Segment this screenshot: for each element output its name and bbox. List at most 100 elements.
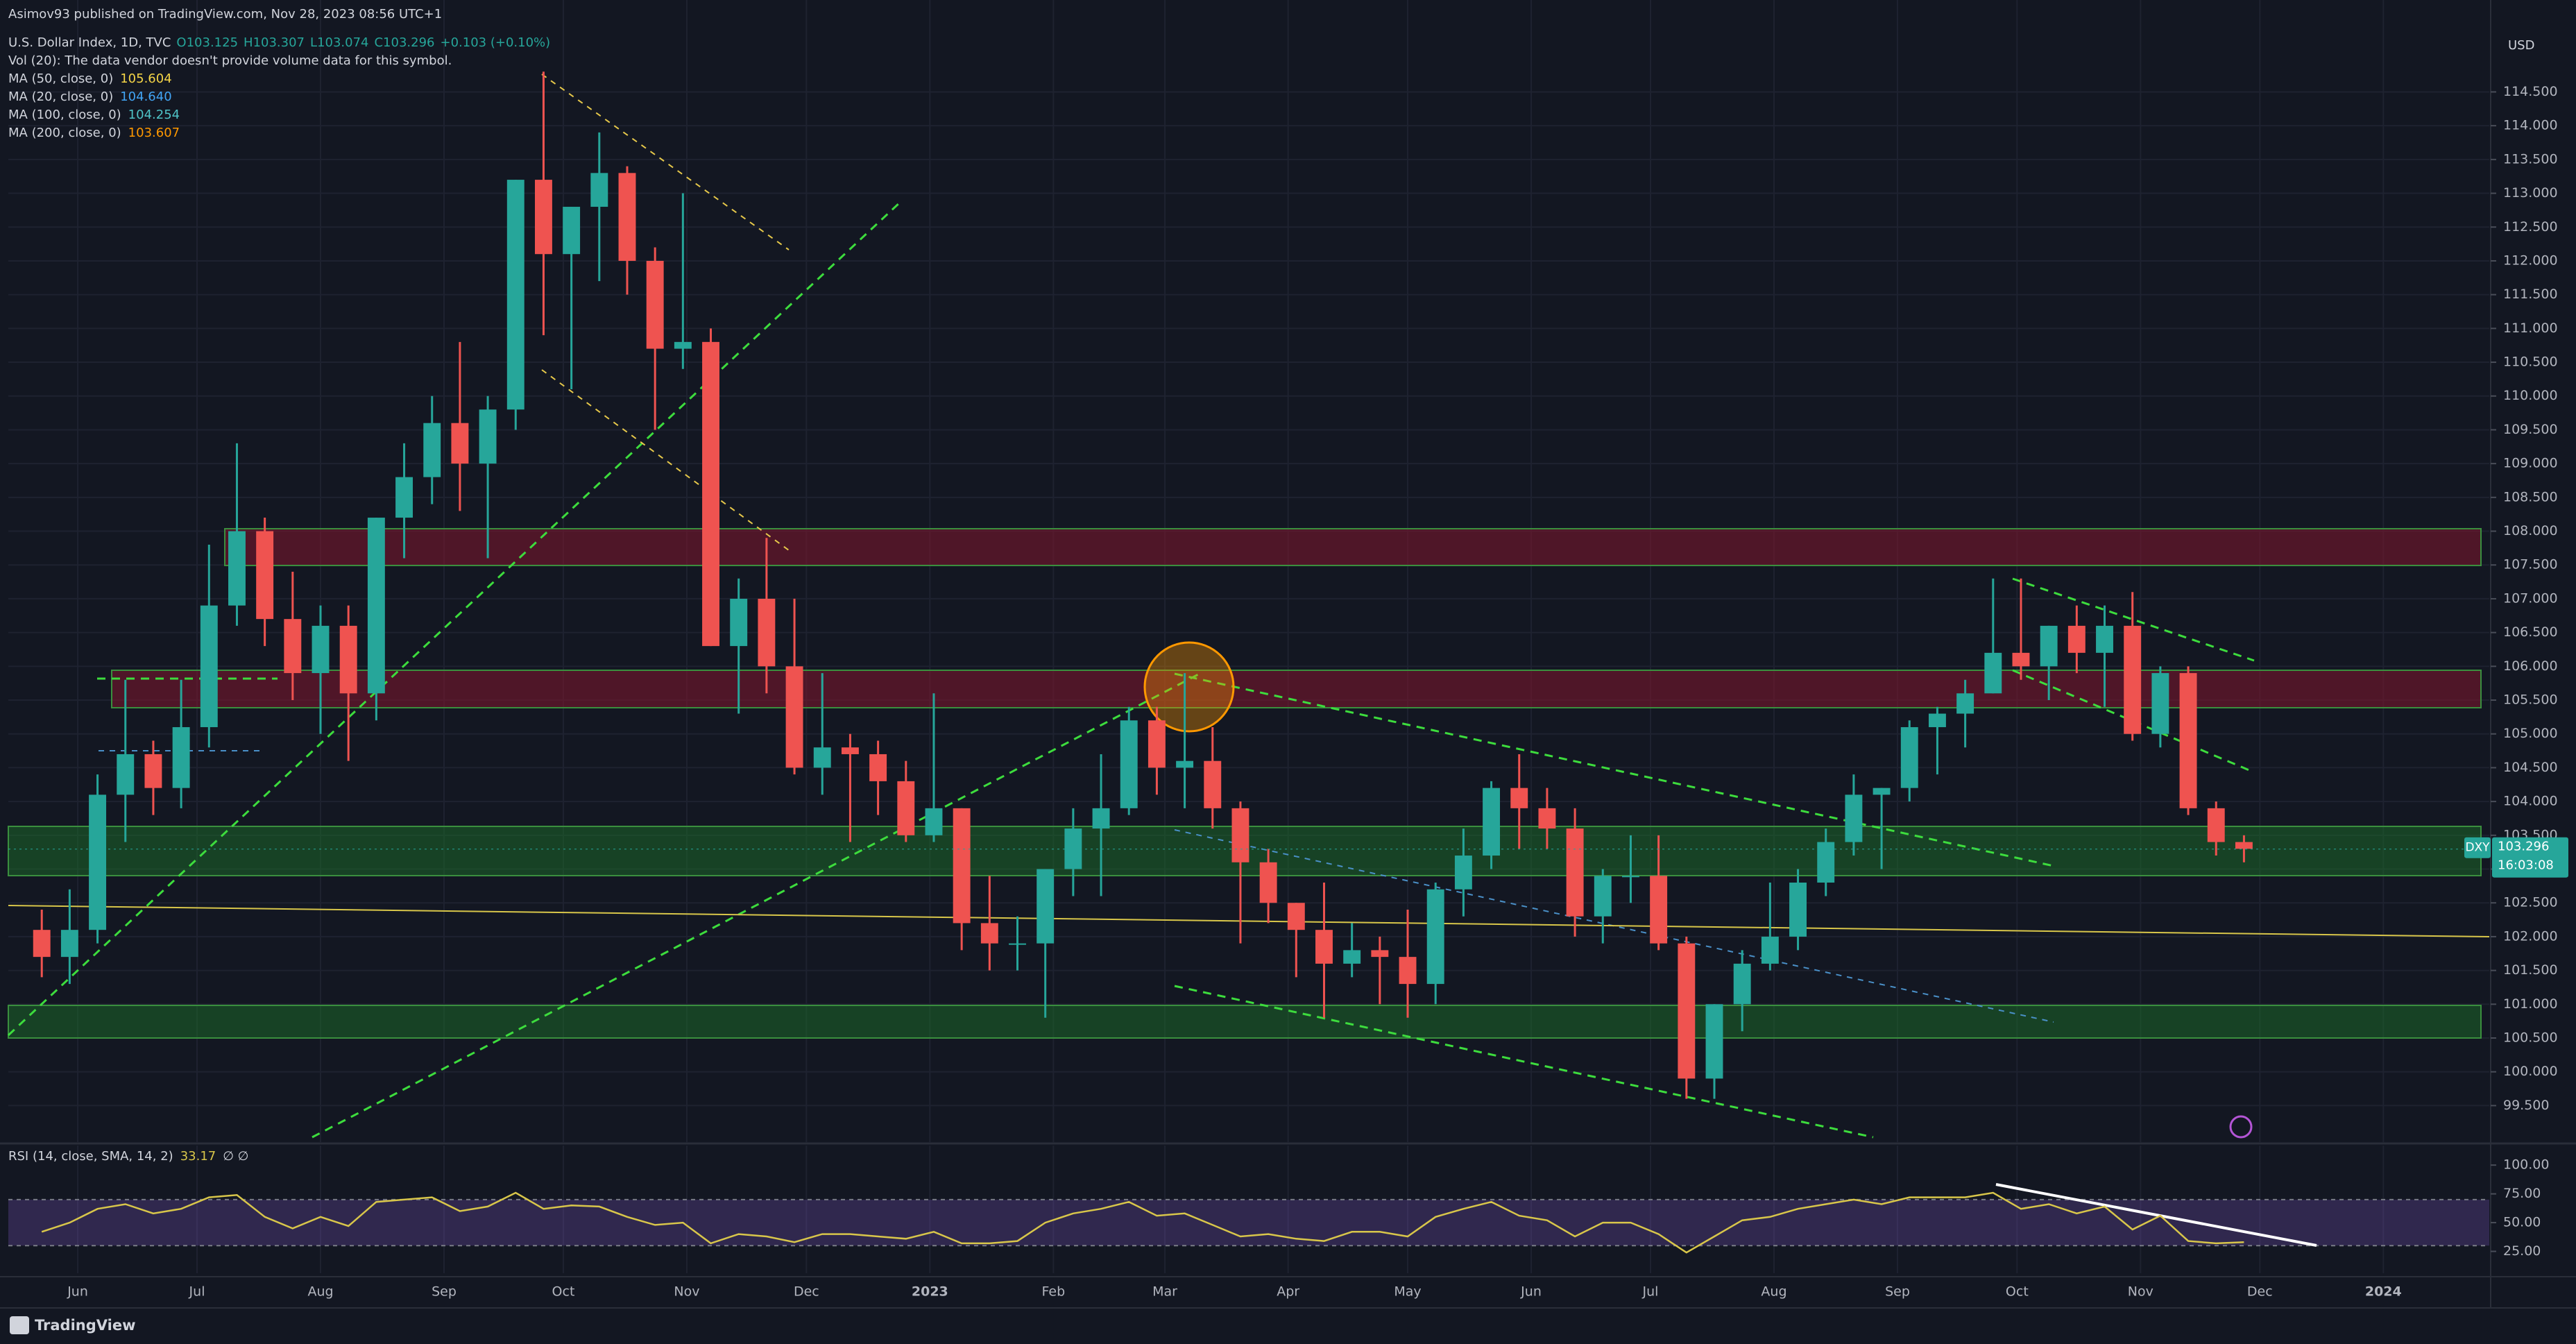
candle-body [1873, 788, 1891, 795]
y-tick-label: 50.00 [2503, 1215, 2541, 1230]
x-tick-label: Oct [2006, 1284, 2029, 1300]
x-tick-label: May [1394, 1284, 1421, 1300]
candle-body [730, 598, 748, 647]
y-tick-label: 108.000 [2503, 523, 2558, 538]
y-tick-label: 75.00 [2503, 1186, 2541, 1201]
x-tick-label: Mar [1152, 1284, 1177, 1300]
candle-body [1566, 828, 1584, 917]
candle-body [339, 625, 357, 694]
y-tick-label: 99.500 [2503, 1098, 2549, 1113]
y-tick-label: 106.000 [2503, 658, 2558, 674]
candle-body [1176, 760, 1194, 768]
candle-body [1817, 842, 1835, 883]
indicator-name: MA (20, close, 0) [8, 90, 113, 104]
support-zone [8, 1005, 2482, 1039]
indicator-value: 105.604 [120, 71, 171, 86]
x-tick-label: Oct [552, 1284, 575, 1300]
candle-body [89, 794, 107, 930]
candle-body [1259, 862, 1277, 903]
candle-body [534, 180, 552, 255]
candle-body [506, 180, 524, 410]
candle-body [2235, 842, 2253, 849]
candle-body [1287, 903, 1305, 930]
y-tick-label: 101.500 [2503, 962, 2558, 978]
x-tick-label: Jul [1642, 1284, 1659, 1300]
y-tick-label: 105.500 [2503, 692, 2558, 708]
candle-body [1009, 943, 1026, 945]
y-tick-label: 102.500 [2503, 895, 2558, 910]
candle-body [1928, 713, 1946, 727]
y-tick-label: 107.500 [2503, 557, 2558, 572]
countdown: 16:03:08 [2498, 858, 2554, 873]
y-tick-label: 106.500 [2503, 624, 2558, 640]
candle-body [2207, 808, 2225, 842]
y-tick-label: 100.000 [2503, 1064, 2558, 1079]
candle-body [2096, 625, 2113, 653]
x-tick-label: Sep [1885, 1284, 1910, 1300]
candle-body [423, 423, 441, 477]
change: +0.103 (+0.10%) [441, 35, 551, 50]
candle-body [33, 930, 51, 958]
indicator-value: 104.640 [120, 90, 171, 104]
ohlc-value: H103.307 [244, 35, 305, 50]
y-tick-label: 25.00 [2503, 1243, 2541, 1259]
x-tick-label: Aug [307, 1284, 333, 1300]
published: Asimov93 published on TradingView.com, N… [8, 7, 442, 22]
candle-body [144, 754, 162, 788]
symbol-title: U.S. Dollar Index, 1D, TVC [8, 35, 171, 50]
rsi-name: RSI (14, close, SMA, 14, 2) [8, 1149, 173, 1164]
x-tick-label: Dec [794, 1284, 819, 1300]
x-tick-label: Jun [67, 1284, 88, 1300]
candle-body [1037, 869, 1055, 944]
x-tick-label: Jul [189, 1284, 205, 1300]
candle-body [2012, 652, 2030, 667]
candle-body [1483, 788, 1501, 856]
ohlc-value: O103.125 [176, 35, 238, 50]
candle-body [674, 341, 692, 349]
brand[interactable]: TradingView [35, 1317, 135, 1334]
indicator-name: MA (200, close, 0) [8, 126, 121, 140]
indicator-legend: MA (200, close, 0) 103.607 [8, 126, 180, 140]
y-tick-label: 100.500 [2503, 1030, 2558, 1046]
y-tick-label: 114.500 [2503, 84, 2558, 99]
candle-body [312, 625, 330, 674]
y-tick-label: 112.000 [2503, 253, 2558, 268]
rsi-legend: RSI (14, close, SMA, 14, 2) 33.17 ∅ ∅ [8, 1149, 248, 1164]
candle-body [479, 409, 497, 464]
indicator-legend: MA (20, close, 0) 104.640 [8, 90, 172, 104]
candle-body [1510, 788, 1528, 808]
y-tick-label: 101.000 [2503, 996, 2558, 1012]
y-tick-label: 105.000 [2503, 726, 2558, 741]
y-tick-label: 110.000 [2503, 388, 2558, 403]
candle-body [1204, 760, 1222, 808]
volume-note: Vol (20): The data vendor doesn't provid… [8, 53, 452, 68]
candle-body [1678, 943, 1696, 1079]
ohlc-value: C103.296 [374, 35, 434, 50]
brand-logo [10, 1316, 29, 1334]
candle-body [897, 781, 915, 835]
candle-body [1984, 652, 2002, 694]
rsi-trendline [1995, 1183, 2317, 1247]
x-tick-label: Nov [674, 1284, 699, 1300]
rsi-value: 33.17 [180, 1149, 216, 1164]
event-icon [2229, 1115, 2253, 1139]
rsi-band [8, 1199, 2489, 1246]
candle-body [60, 930, 78, 958]
x-tick-label: Sep [432, 1284, 457, 1300]
symbol-tag [2464, 837, 2491, 858]
y-tick-label: 112.500 [2503, 219, 2558, 235]
candle-body [200, 605, 218, 727]
candle-body [2040, 625, 2058, 667]
x-tick-label: Dec [2247, 1284, 2273, 1300]
trendline [1174, 985, 1874, 1139]
candle-body [1900, 726, 1918, 788]
candle-body [1064, 828, 1082, 869]
currency: USD [2508, 38, 2534, 53]
indicator-legend: MA (100, close, 0) 104.254 [8, 108, 180, 122]
indicator-name: MA (50, close, 0) [8, 71, 113, 86]
candle-body [590, 173, 608, 207]
resistance-zone [224, 528, 2482, 566]
candle-body [785, 666, 803, 768]
